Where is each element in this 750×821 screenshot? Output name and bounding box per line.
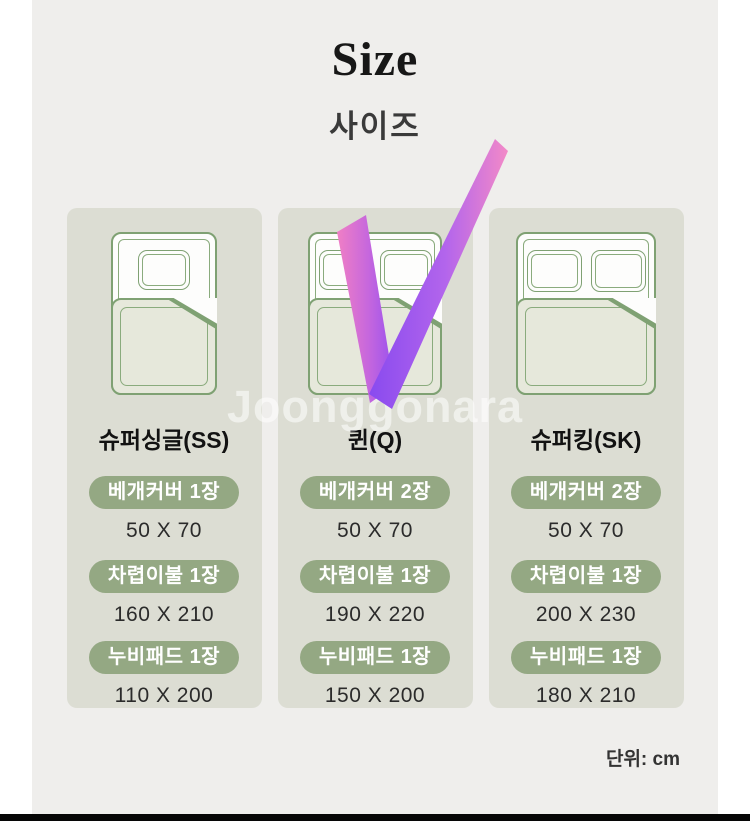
pillows <box>310 250 440 290</box>
item-size: 50 X 70 <box>548 519 624 542</box>
bed-illustration-double <box>308 232 442 395</box>
pillows <box>113 250 215 290</box>
item-badge: 차렵이불 1장 <box>299 560 451 593</box>
size-cards-row: 슈퍼싱글(SS) 베개커버 1장 50 X 70 차렵이불 1장 160 X 2… <box>32 208 718 708</box>
blanket-fold <box>165 297 217 330</box>
card-title: 슈퍼킹(SK) <box>530 427 642 453</box>
pillow-icon <box>526 250 582 292</box>
item-size: 200 X 230 <box>535 603 637 626</box>
size-card-super-single: 슈퍼싱글(SS) 베개커버 1장 50 X 70 차렵이불 1장 160 X 2… <box>66 208 262 708</box>
unit-note: 단위: cm <box>605 749 680 770</box>
pillows <box>518 250 654 292</box>
bed-illustration-single <box>111 232 217 395</box>
blanket <box>516 297 656 395</box>
item-size: 50 X 70 <box>126 519 202 542</box>
pillow-icon <box>379 250 432 290</box>
content-panel: Size 사이즈 슈퍼싱글(SS) 베개커버 1장 50 X 70 차렵이불 1… <box>32 0 718 814</box>
item-size: 110 X 200 <box>114 684 214 707</box>
pillow-icon <box>318 250 371 290</box>
page-title: Size <box>331 33 419 86</box>
bed-illustration-double-wide <box>516 232 656 395</box>
bottom-black-bar <box>0 814 750 821</box>
blanket-fold <box>390 297 442 330</box>
item-badge: 차렵이불 1장 <box>510 560 662 593</box>
size-card-queen: 퀸(Q) 베개커버 2장 50 X 70 차렵이불 1장 190 X 220 누… <box>277 208 473 708</box>
item-badge: 베개커버 1장 <box>88 476 240 509</box>
page-subtitle: 사이즈 <box>329 109 421 144</box>
item-badge: 베개커버 2장 <box>299 476 451 509</box>
card-title: 퀸(Q) <box>347 427 403 453</box>
blanket <box>308 297 442 395</box>
item-size: 180 X 210 <box>535 684 637 707</box>
item-size: 190 X 220 <box>324 603 426 626</box>
item-size: 160 X 210 <box>113 603 215 626</box>
item-badge: 누비패드 1장 <box>510 641 662 674</box>
item-badge: 베개커버 2장 <box>510 476 662 509</box>
blanket <box>111 297 217 395</box>
pillow-icon <box>138 250 190 290</box>
size-card-super-king: 슈퍼킹(SK) 베개커버 2장 50 X 70 차렵이불 1장 200 X 23… <box>488 208 684 708</box>
item-size: 150 X 200 <box>324 684 426 707</box>
item-size: 50 X 70 <box>337 519 413 542</box>
item-badge: 누비패드 1장 <box>299 641 451 674</box>
blanket-fold <box>604 297 656 330</box>
item-badge: 누비패드 1장 <box>88 641 240 674</box>
pillow-icon <box>590 250 646 292</box>
item-badge: 차렵이불 1장 <box>88 560 240 593</box>
card-title: 슈퍼싱글(SS) <box>98 427 230 453</box>
